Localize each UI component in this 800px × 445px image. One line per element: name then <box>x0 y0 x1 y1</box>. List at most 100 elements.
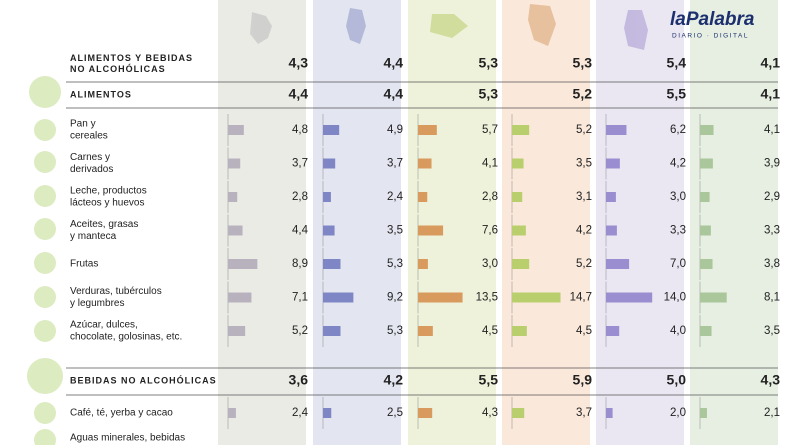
value: 2,8 <box>292 191 308 203</box>
value: 2,4 <box>292 407 309 419</box>
bar <box>700 158 713 169</box>
bar <box>512 326 527 336</box>
value: 3,7 <box>576 407 592 419</box>
map <box>624 10 648 50</box>
value: 8,1 <box>764 292 780 304</box>
column-bg <box>596 0 684 445</box>
icon <box>29 76 61 108</box>
value: 3,7 <box>292 158 308 170</box>
value: 13,5 <box>476 292 498 304</box>
bar <box>606 192 616 202</box>
icon <box>34 252 56 274</box>
value: 2,4 <box>387 191 404 203</box>
value: 4,1 <box>764 124 780 136</box>
value: 4,1 <box>761 86 781 102</box>
bar <box>512 158 524 169</box>
bar <box>228 292 252 303</box>
value: 5,3 <box>387 325 403 337</box>
logo: laPalabra DIARIO · DIGITAL <box>670 9 755 40</box>
bar <box>228 192 238 202</box>
value: 3,6 <box>289 372 309 388</box>
bar <box>228 125 244 135</box>
icon <box>34 320 56 342</box>
map <box>346 8 366 44</box>
logo-tagline: DIARIO · DIGITAL <box>672 33 749 40</box>
value: 3,7 <box>387 158 403 170</box>
bar <box>418 125 437 135</box>
bar <box>606 326 620 336</box>
bar <box>606 225 617 236</box>
value: 3,5 <box>764 325 780 337</box>
bar <box>323 158 336 169</box>
bar <box>418 292 463 303</box>
item-label: Leche, productos <box>70 186 147 197</box>
bar <box>323 192 331 202</box>
value: 5,3 <box>573 55 593 71</box>
bar <box>606 408 613 418</box>
value: 7,1 <box>292 292 308 304</box>
bar <box>228 326 246 336</box>
value: 3,3 <box>764 225 780 237</box>
value: 2,8 <box>482 191 498 203</box>
bar <box>700 192 710 202</box>
bar <box>418 259 428 269</box>
bar <box>512 408 525 418</box>
value: 5,3 <box>387 258 403 270</box>
map <box>430 14 468 38</box>
bar <box>700 225 711 236</box>
icon <box>34 185 56 207</box>
bar <box>700 125 714 135</box>
bar <box>228 259 258 269</box>
value: 5,4 <box>667 55 687 71</box>
value: 5,2 <box>292 325 308 337</box>
item-label: Aceites, grasas <box>70 219 138 230</box>
value: 2,9 <box>764 191 780 203</box>
item-label: y legumbres <box>70 298 124 309</box>
item-label: derivados <box>70 164 113 175</box>
value: 7,6 <box>482 225 498 237</box>
value: 4,4 <box>384 55 404 71</box>
column-bg <box>408 0 496 445</box>
value: 4,0 <box>670 325 686 337</box>
logo-name: laPalabra <box>670 9 755 30</box>
bar <box>323 259 341 269</box>
bar <box>512 259 530 269</box>
bar <box>323 125 340 135</box>
value: 5,5 <box>667 86 687 102</box>
item-label: Pan y <box>70 119 96 130</box>
bar <box>418 192 428 202</box>
item-label: Aguas minerales, bebidas <box>70 433 185 444</box>
icon <box>34 429 56 445</box>
map <box>528 4 556 46</box>
bar <box>418 225 444 236</box>
value: 4,3 <box>761 372 781 388</box>
value: 5,9 <box>573 372 593 388</box>
value: 7,0 <box>670 258 686 270</box>
bar <box>228 158 241 169</box>
value: 5,2 <box>576 258 592 270</box>
icon <box>34 402 56 424</box>
bar <box>228 408 236 418</box>
value: 2,0 <box>670 407 686 419</box>
value: 9,2 <box>387 292 403 304</box>
column-bg <box>313 0 401 445</box>
value: 4,4 <box>289 86 309 102</box>
value: 5,2 <box>576 124 592 136</box>
bar <box>700 408 707 418</box>
bar <box>606 125 627 135</box>
bar <box>323 326 341 336</box>
value: 4,3 <box>482 407 498 419</box>
bar <box>700 259 713 269</box>
value: 4,1 <box>482 158 498 170</box>
value: 5,3 <box>479 86 499 102</box>
column-bg <box>218 0 306 445</box>
bar <box>418 158 432 169</box>
item-label: Verduras, tubérculos <box>70 286 162 297</box>
icon <box>34 119 56 141</box>
icon <box>34 151 56 173</box>
bar <box>418 408 433 418</box>
bar <box>512 292 561 303</box>
value: 2,5 <box>387 407 403 419</box>
icon <box>34 218 56 240</box>
region-maps <box>250 4 648 50</box>
